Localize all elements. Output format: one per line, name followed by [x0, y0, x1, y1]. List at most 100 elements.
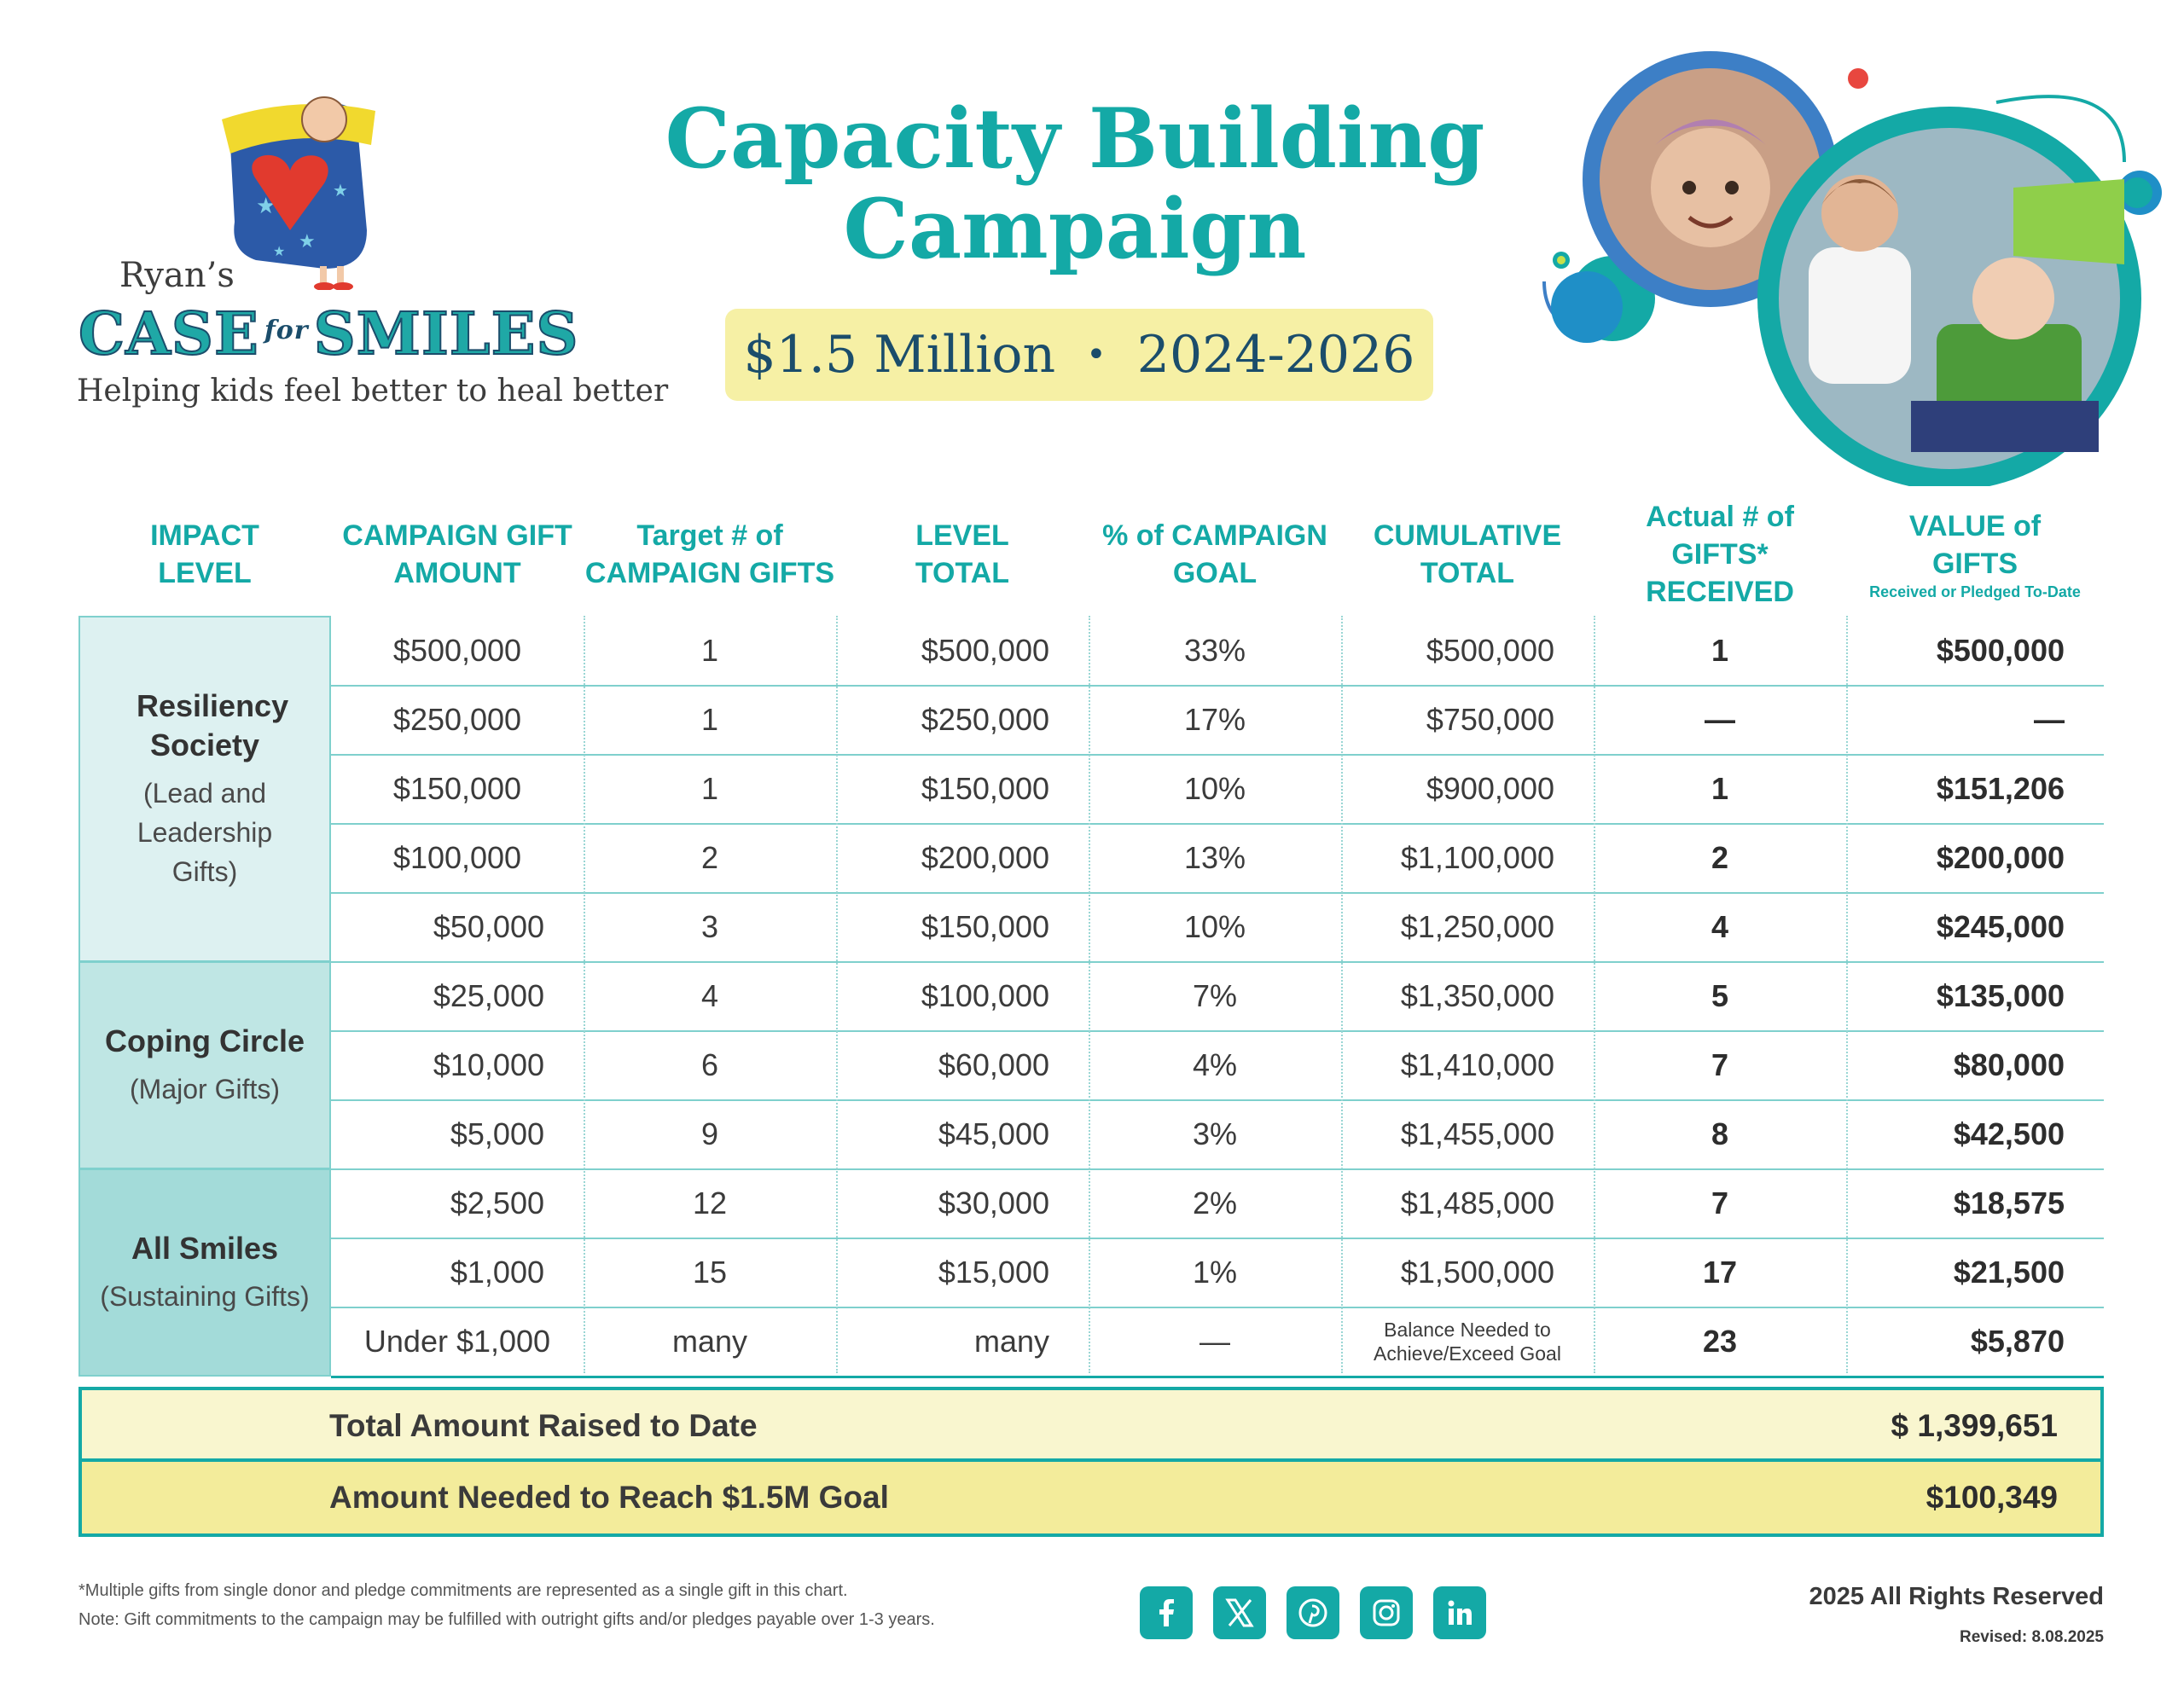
- column-divider: [1089, 616, 1090, 1373]
- actual-gifts-cell: —: [1705, 701, 1735, 737]
- x-icon[interactable]: [1213, 1586, 1266, 1639]
- impact-level-block: All Smiles (Sustaining Gifts): [78, 1168, 331, 1377]
- header-pct-goal: % of CAMPAIGN GOAL: [1089, 503, 1341, 606]
- header-text: Target # of: [636, 519, 783, 552]
- cumulative-total-cell: $750,000: [1426, 701, 1554, 737]
- column-divider: [584, 616, 585, 1373]
- header-text: LEVEL: [158, 557, 252, 589]
- logo-ryans: Ryan’s: [119, 256, 235, 295]
- svg-text:★: ★: [299, 230, 316, 252]
- header-impact-level: IMPACT LEVEL: [78, 503, 331, 606]
- value-gifts-cell: $5,870: [1970, 1323, 2065, 1359]
- total-raised-label: Total Amount Raised to Date: [329, 1408, 758, 1443]
- actual-gifts-cell: 2: [1711, 839, 1729, 875]
- value-gifts-cell: $500,000: [1936, 632, 2065, 668]
- value-gifts-cell: $42,500: [1953, 1116, 2065, 1151]
- header-text: CUMULATIVE: [1373, 519, 1562, 552]
- header-gift-amount: CAMPAIGN GIFT AMOUNT: [331, 503, 584, 606]
- logo-for: for: [264, 316, 309, 345]
- actual-gifts-cell: 17: [1702, 1254, 1738, 1290]
- cumulative-total-cell: Balance Needed to Achieve/Exceed Goal: [1374, 1318, 1561, 1365]
- logo-case: CASE: [78, 299, 259, 369]
- header-cumulative-total: CUMULATIVE TOTAL: [1341, 503, 1594, 606]
- header-text: TOTAL: [1420, 557, 1515, 589]
- campaign-years: 2024-2026: [1136, 325, 1415, 385]
- logo-wordmark: CASE forSMILES: [78, 299, 578, 369]
- totals-box: Total Amount Raised to Date $ 1,399,651 …: [78, 1387, 2104, 1537]
- actual-gifts-cell: 8: [1711, 1116, 1729, 1151]
- pct-goal-cell: 4%: [1192, 1046, 1238, 1082]
- target-gifts-cell: 9: [700, 1116, 719, 1151]
- level-total-cell: $250,000: [921, 701, 1049, 737]
- header-text: Actual # of: [1646, 501, 1794, 533]
- svg-text:★: ★: [333, 182, 348, 200]
- cumulative-total-cell: $1,485,000: [1400, 1185, 1554, 1220]
- header-text: GIFTS: [1931, 548, 2018, 580]
- actual-gifts-cell: 1: [1711, 632, 1729, 668]
- impact-level-name: Coping Circle: [104, 1023, 305, 1058]
- actual-gifts-cell: 7: [1711, 1185, 1729, 1220]
- instagram-icon[interactable]: [1360, 1586, 1413, 1639]
- title-line-1: Capacity Building: [665, 90, 1485, 187]
- cumulative-total-cell: $900,000: [1426, 770, 1554, 806]
- facebook-icon[interactable]: [1140, 1586, 1193, 1639]
- pct-goal-cell: 10%: [1183, 770, 1246, 806]
- target-gifts-cell: 4: [700, 977, 719, 1013]
- header-text: LEVEL: [915, 519, 1009, 552]
- table-row: $1,000 15 $15,000 1% $1,500,000 17 $21,500: [331, 1238, 2104, 1308]
- amount-needed-row: Amount Needed to Reach $1.5M Goal $100,3…: [82, 1462, 2100, 1533]
- svg-text:★: ★: [273, 245, 285, 259]
- revised-date: Revised: 8.08.2025: [1959, 1628, 2104, 1646]
- header-text: VALUE of: [1908, 510, 2042, 542]
- table-row: $25,000 4 $100,000 7% $1,350,000 5 $135,000: [331, 961, 2104, 1032]
- footnote-2: Note: Gift commitments to the campaign m…: [78, 1610, 935, 1629]
- actual-gifts-cell: 23: [1702, 1323, 1738, 1359]
- level-total-cell: $200,000: [921, 839, 1049, 875]
- target-gifts-cell: 2: [700, 839, 719, 875]
- gift-amount-cell: Under $1,000: [363, 1323, 551, 1359]
- target-gifts-cell: 12: [692, 1185, 728, 1220]
- cumulative-total-cell: $1,455,000: [1400, 1116, 1554, 1151]
- cumulative-total-cell: $1,100,000: [1400, 839, 1554, 875]
- target-gifts-cell: 1: [700, 701, 719, 737]
- table-row: $150,000 1 $150,000 10% $900,000 1 $151,206: [331, 754, 2104, 825]
- cumulative-total-cell: $1,410,000: [1400, 1046, 1554, 1082]
- pct-goal-cell: —: [1199, 1323, 1230, 1359]
- pct-goal-cell: 13%: [1183, 839, 1246, 875]
- amount-needed-value: $100,349: [1926, 1480, 2058, 1515]
- cumulative-total-cell: $1,500,000: [1400, 1254, 1554, 1290]
- cumulative-total-cell: $500,000: [1426, 632, 1554, 668]
- gift-amount-cell: $150,000: [392, 770, 522, 806]
- cumulative-total-cell: $1,350,000: [1400, 977, 1554, 1013]
- linkedin-icon[interactable]: [1433, 1586, 1486, 1639]
- table-row: $2,500 12 $30,000 2% $1,485,000 7 $18,575: [331, 1168, 2104, 1239]
- pinterest-icon[interactable]: [1287, 1586, 1339, 1639]
- level-total-cell: $15,000: [938, 1254, 1049, 1290]
- amount-needed-label: Amount Needed to Reach $1.5M Goal: [329, 1480, 889, 1515]
- impact-level-description: (Major Gifts): [130, 1074, 280, 1104]
- title-line-2: Campaign: [843, 181, 1307, 277]
- gift-table: Resiliency Society (Lead and Leadership G…: [78, 616, 2104, 1378]
- actual-gifts-cell: 5: [1711, 977, 1729, 1013]
- level-total-cell: $45,000: [938, 1116, 1049, 1151]
- goal-banner: $1.5 Million • 2024-2026: [725, 309, 1433, 401]
- footnotes: *Multiple gifts from single donor and pl…: [78, 1576, 935, 1634]
- target-gifts-cell: 15: [692, 1254, 728, 1290]
- header-actual-gifts: Actual # of GIFTS* RECEIVED: [1594, 501, 1846, 608]
- actual-gifts-cell: 4: [1711, 908, 1729, 944]
- value-gifts-cell: $245,000: [1936, 908, 2065, 944]
- value-gifts-cell: $151,206: [1936, 770, 2065, 806]
- pct-goal-cell: 7%: [1192, 977, 1238, 1013]
- goal-amount: $1.5 Million: [743, 325, 1056, 385]
- decor-dot-red: [1848, 68, 1868, 89]
- target-gifts-cell: 3: [700, 908, 719, 944]
- gift-amount-cell: $250,000: [392, 701, 522, 737]
- level-total-cell: $100,000: [921, 977, 1049, 1013]
- total-raised-row: Total Amount Raised to Date $ 1,399,651: [82, 1390, 2100, 1462]
- case-for-smiles-logo: ★ ★ ★ ★ Ryan’s CASE forSMILES Helping kid…: [68, 85, 668, 418]
- value-gifts-cell: $21,500: [1953, 1254, 2065, 1290]
- value-gifts-cell: $80,000: [1953, 1046, 2065, 1082]
- pct-goal-cell: 17%: [1183, 701, 1246, 737]
- table-row: $50,000 3 $150,000 10% $1,250,000 4 $245,000: [331, 892, 2104, 963]
- mascot-illustration: ★ ★ ★ ★: [222, 96, 375, 290]
